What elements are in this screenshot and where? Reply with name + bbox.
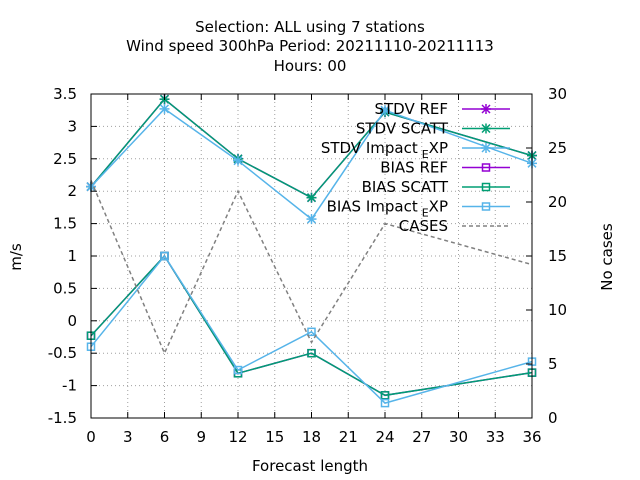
legend-label: BIAS SCATT xyxy=(362,178,449,196)
x-tick-label: 0 xyxy=(86,428,96,446)
y2-tick-label: 5 xyxy=(548,355,558,373)
series-line-cases xyxy=(90,180,533,356)
y2-tick-label: 15 xyxy=(548,247,567,265)
legend-label: BIAS REF xyxy=(380,159,448,177)
data-point-bias-impact-exp xyxy=(233,365,243,375)
series-cases xyxy=(90,180,533,356)
y2-tick-label: 10 xyxy=(548,301,567,319)
y-tick-label: 0 xyxy=(67,312,77,330)
legend-entry-stdv-impact-exp: STDV Impact EXP xyxy=(321,139,510,161)
y2-tick-label: 0 xyxy=(548,409,558,427)
x-tick-label: 3 xyxy=(123,428,133,446)
data-point-stdv-impact-exp xyxy=(306,214,317,225)
axes: 0 3 6 9 12 15 18 21 24 27 30 33 36-1.5-1-0.500.511.5… xyxy=(48,85,567,446)
y-tick-label: 2.5 xyxy=(53,150,77,168)
x-tick-label: 9 xyxy=(196,428,206,446)
x-tick-label: 6 xyxy=(160,428,170,446)
data-point-stdv-impact-exp xyxy=(159,103,170,114)
y-tick-label: 1.5 xyxy=(53,215,77,233)
legend-sample-marker xyxy=(481,143,491,153)
x-tick-label: 21 xyxy=(339,428,358,446)
legend-sample-marker xyxy=(481,163,491,172)
y2-axis-label: No cases xyxy=(598,223,616,291)
legend-sample-marker xyxy=(481,104,491,114)
series-line-bias-scatt xyxy=(90,254,533,397)
legend-sample-marker xyxy=(481,202,491,211)
y-tick-label: 3.5 xyxy=(53,85,77,103)
x-tick-label: 18 xyxy=(302,428,321,446)
y-tick-label: 0.5 xyxy=(53,279,77,297)
legend-entry-cases: CASES xyxy=(399,217,510,235)
y2-tick-label: 30 xyxy=(548,85,567,103)
y-tick-label: -1 xyxy=(62,377,77,395)
y-tick-label: -0.5 xyxy=(48,344,77,362)
y-tick-label: -1.5 xyxy=(48,409,77,427)
y-tick-label: 1 xyxy=(67,247,77,265)
x-tick-label: 12 xyxy=(228,428,247,446)
data-point-bias-impact-exp xyxy=(307,327,316,337)
legend-label: CASES xyxy=(399,217,448,235)
chart-title-line-3: Hours: 00 xyxy=(274,57,347,75)
series-line-bias-impact-exp xyxy=(90,254,533,404)
data-point-stdv-impact-exp xyxy=(233,155,243,166)
data-point-stdv-impact-exp xyxy=(380,105,390,116)
y-axis-label: m/s xyxy=(7,243,25,271)
x-tick-label: 30 xyxy=(449,428,468,446)
series-line-stdv-impact-exp xyxy=(90,107,533,221)
data-point-bias-scatt xyxy=(307,348,316,358)
y-tick-label: 3 xyxy=(67,117,77,135)
legend-sample-marker xyxy=(481,123,491,134)
legend-label: STDV REF xyxy=(374,100,448,118)
legend-entry-stdv-scatt: STDV SCATT xyxy=(356,120,510,138)
y2-tick-label: 20 xyxy=(548,193,567,211)
data-point-stdv-scatt xyxy=(306,192,317,203)
grid-lines xyxy=(91,94,532,418)
chart-title-line-1: Selection: ALL using 7 stations xyxy=(195,18,425,36)
legend-entry-stdv-ref: STDV REF xyxy=(374,100,510,118)
legend-sample-marker xyxy=(481,182,491,192)
legend-label: STDV Impact EXP xyxy=(321,139,448,161)
y-tick-label: 2 xyxy=(67,182,77,200)
x-tick-label: 24 xyxy=(375,428,394,446)
data-point-bias-impact-exp xyxy=(380,398,390,408)
x-tick-label: 15 xyxy=(265,428,284,446)
x-axis-label: Forecast length xyxy=(252,457,368,475)
legend-entry-bias-scatt: BIAS SCATT xyxy=(362,178,510,196)
x-tick-label: 27 xyxy=(412,428,431,446)
legend-entry-bias-ref: BIAS REF xyxy=(380,159,510,177)
data-point-bias-impact-exp xyxy=(160,251,169,261)
x-tick-label: 33 xyxy=(486,428,505,446)
chart-title: Selection: ALL using 7 stations Wind spe… xyxy=(126,18,494,75)
x-tick-label: 36 xyxy=(522,428,541,446)
data-point-bias-scatt xyxy=(380,391,390,400)
legend-entry-bias-impact-exp: BIAS Impact EXP xyxy=(327,198,510,220)
chart-title-line-2: Wind speed 300hPa Period: 20211110-20211… xyxy=(126,37,494,55)
y2-tick-label: 25 xyxy=(548,139,567,157)
legend-label: BIAS Impact EXP xyxy=(327,198,448,220)
legend-label: STDV SCATT xyxy=(356,120,449,138)
